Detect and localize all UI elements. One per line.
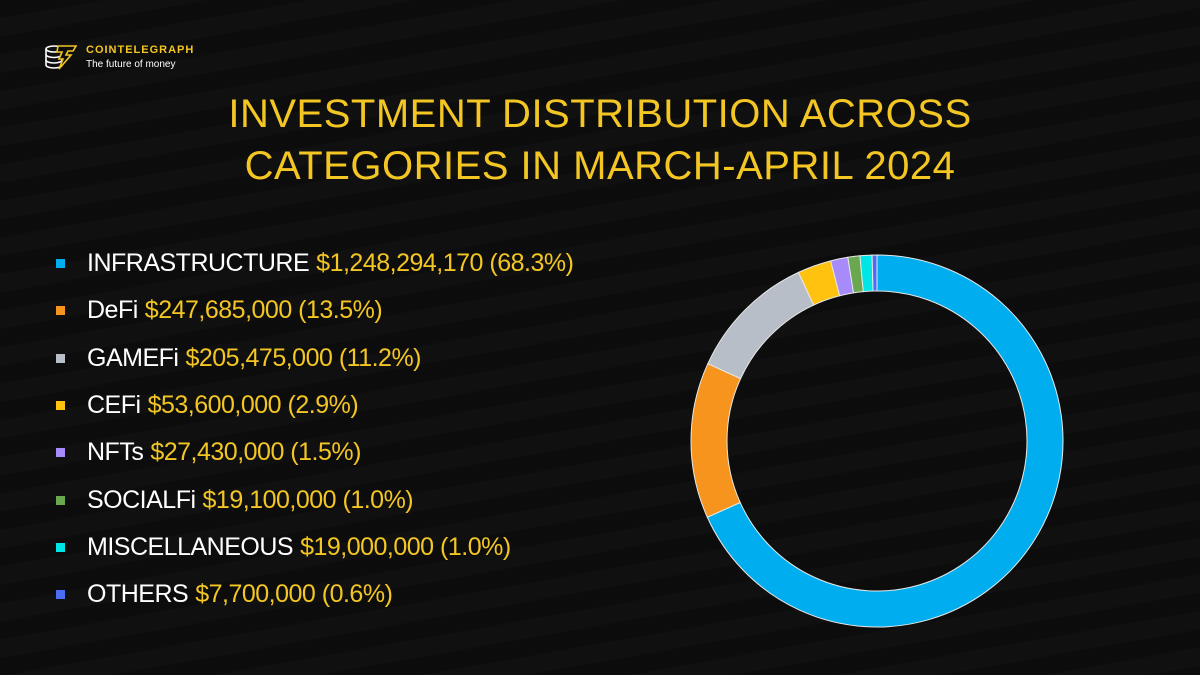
legend-swatch	[56, 259, 65, 269]
brand-name: COINTELEGRAPH	[86, 44, 195, 56]
donut-slice-others	[871, 254, 878, 292]
donut-chart	[690, 254, 1064, 628]
chart-title-line: INVESTMENT DISTRIBUTION ACROSS	[228, 92, 972, 136]
legend-item: GAMEFi $205,475,000 (11.2%)	[56, 335, 573, 382]
brand-tagline: The future of money	[86, 59, 176, 70]
legend-item: CEFi $53,600,000 (2.9%)	[56, 382, 573, 429]
legend-value: $19,000,000 (1.0%)	[300, 532, 511, 561]
legend-item: OTHERS $7,700,000 (0.6%)	[56, 571, 573, 618]
legend-value: $19,100,000 (1.0%)	[202, 485, 414, 514]
legend-label: NFTs	[87, 438, 144, 467]
legend-label: MISCELLANEOUS	[87, 532, 294, 561]
legend-label: GAMEFi	[87, 343, 179, 372]
legend-value: $27,430,000 (1.5%)	[150, 438, 361, 467]
cointelegraph-logo: COINTELEGRAPH The future of money	[44, 42, 194, 72]
legend-value: $205,475,000 (11.2%)	[185, 343, 422, 372]
legend-label: CEFi	[87, 391, 141, 420]
legend-value: $247,685,000 (13.5%)	[144, 296, 383, 325]
donut-slice-defi	[690, 363, 742, 518]
legend-swatch	[56, 495, 65, 505]
legend-value: $53,600,000 (2.9%)	[147, 391, 359, 420]
legend-swatch	[56, 401, 65, 411]
legend-swatch	[56, 306, 65, 316]
legend-item: DeFi $247,685,000 (13.5%)	[56, 287, 573, 334]
chart-title: INVESTMENT DISTRIBUTION ACROSS CATEGORIE…	[0, 88, 1200, 192]
legend-label: OTHERS	[87, 580, 189, 609]
legend-swatch	[56, 448, 65, 458]
legend-label: SOCIALFi	[87, 485, 196, 514]
legend-swatch	[56, 542, 65, 552]
donut-slice-infrastructure	[706, 254, 1064, 628]
legend-item: NFTs $27,430,000 (1.5%)	[56, 429, 573, 476]
legend-swatch	[56, 590, 65, 600]
legend-swatch	[56, 353, 65, 363]
coin-stack-bolt-icon	[45, 45, 78, 70]
legend-label: INFRASTRUCTURE	[87, 249, 310, 278]
legend-value: $7,700,000 (0.6%)	[195, 580, 393, 609]
legend-item: INFRASTRUCTURE $1,248,294,170 (68.3%)	[56, 240, 574, 287]
legend-item: MISCELLANEOUS $19,000,000 (1.0%)	[56, 524, 573, 571]
legend-value: $1,248,294,170 (68.3%)	[316, 249, 574, 278]
donut-slice-gamefi	[707, 271, 815, 380]
chart-title-line: CATEGORIES IN MARCH-APRIL 2024	[244, 144, 956, 188]
legend-item: SOCIALFi $19,100,000 (1.0%)	[56, 476, 573, 523]
legend: INFRASTRUCTURE $1,248,294,170 (68.3%) DeFi…	[56, 240, 574, 618]
legend-label: DeFi	[87, 296, 138, 325]
